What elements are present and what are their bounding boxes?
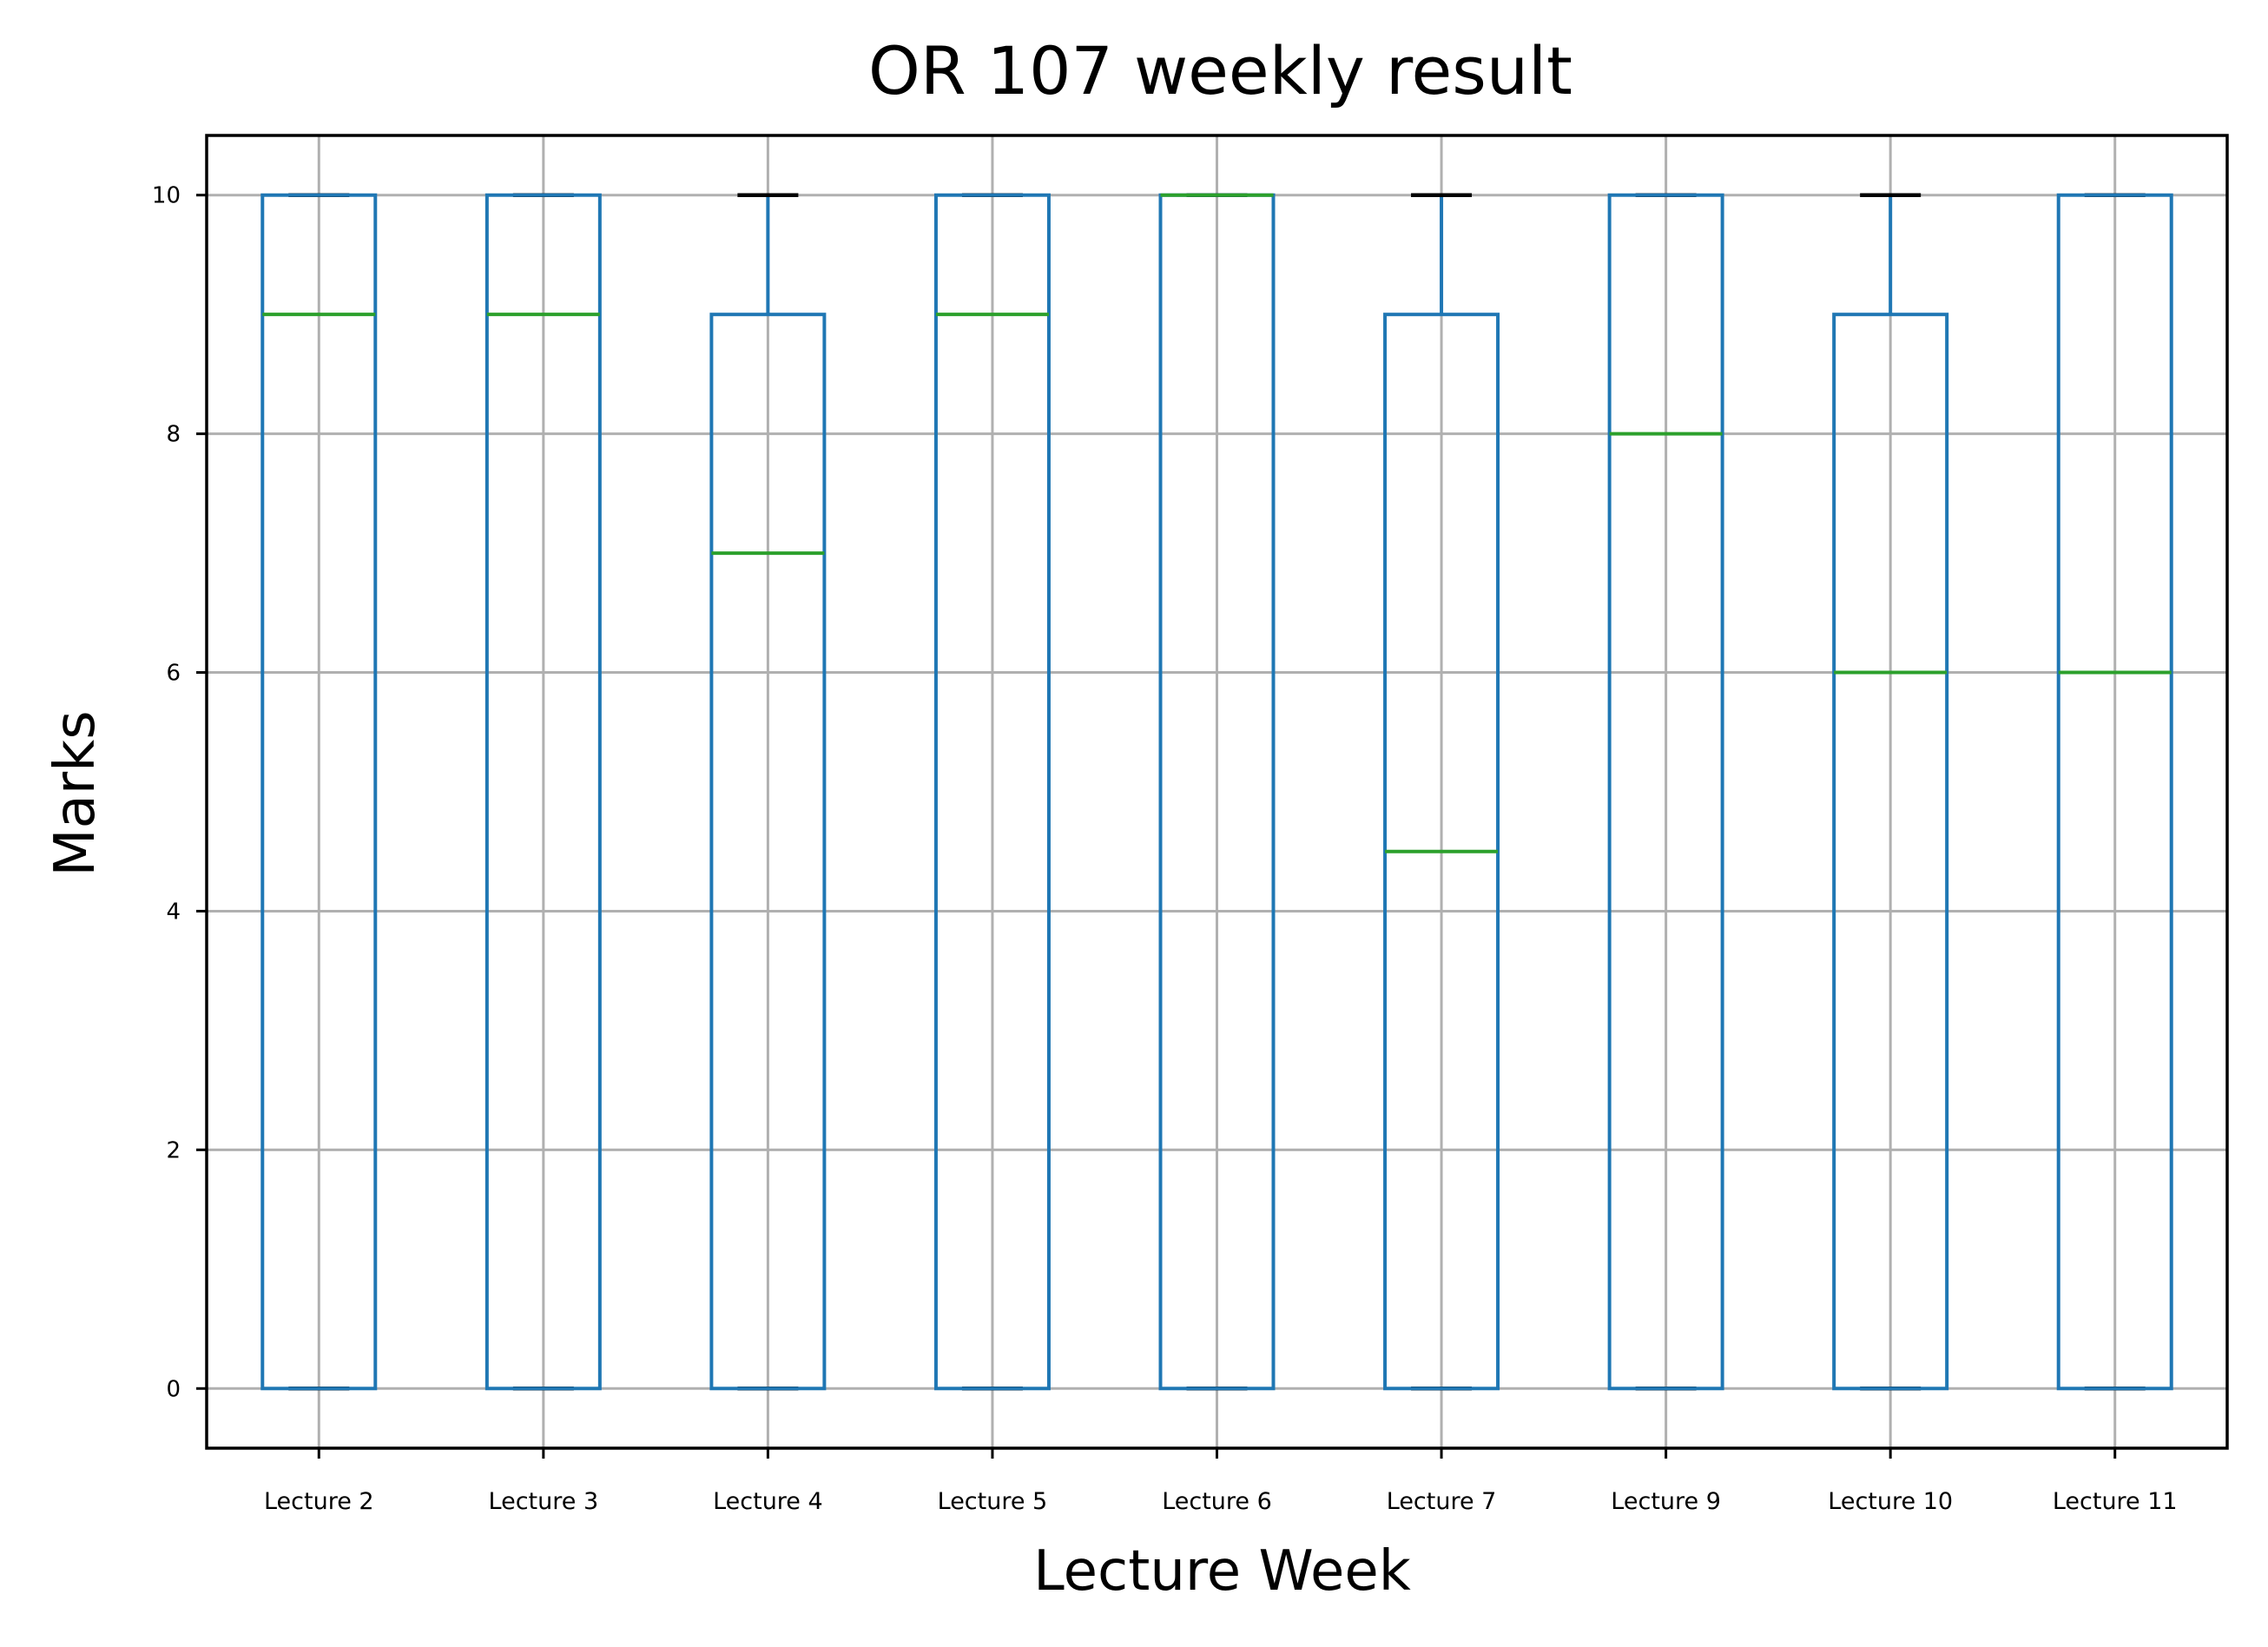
- box-lecture-7: [1383, 193, 1500, 1391]
- box-body: [709, 313, 827, 1391]
- y-axis-label: Marks: [43, 710, 108, 876]
- box-body: [1832, 313, 1949, 1391]
- box-lecture-11: [2056, 193, 2173, 1391]
- chart-title: OR 107 weekly result: [868, 32, 1572, 109]
- box-lecture-4: [709, 193, 827, 1391]
- box-lecture-3: [485, 193, 602, 1391]
- box-body: [933, 193, 1051, 1391]
- box-body: [260, 193, 378, 1391]
- x-tick-label: Lecture 6: [1162, 1488, 1272, 1515]
- box-body: [2056, 193, 2173, 1391]
- y-tick-label: 6: [166, 661, 181, 687]
- box-body: [1607, 193, 1724, 1391]
- ticks: 0 2 4 6 8 10 Lecture 2 Lecture 3 Lecture 4 Lectur…: [152, 183, 2178, 1515]
- box-lecture-10: [1832, 193, 1949, 1391]
- y-tick-label: 8: [166, 422, 181, 448]
- x-tick-label: Lecture 9: [1611, 1488, 1721, 1515]
- y-tick-label: 2: [166, 1137, 181, 1163]
- y-tick-label: 10: [152, 183, 181, 209]
- boxes: [260, 193, 2173, 1391]
- box-lecture-6: [1158, 193, 1276, 1391]
- x-axis-label: Lecture Week: [1033, 1539, 1411, 1604]
- x-tick-label: Lecture 11: [2053, 1488, 2178, 1515]
- x-tick-label: Lecture 4: [713, 1488, 823, 1515]
- x-tick-label: Lecture 3: [489, 1488, 599, 1515]
- box-lecture-5: [933, 193, 1051, 1391]
- box-lecture-9: [1607, 193, 1724, 1391]
- x-tick-label: Lecture 5: [938, 1488, 1048, 1515]
- box-body: [485, 193, 602, 1391]
- y-tick-label: 4: [166, 899, 181, 925]
- x-tick-label: Lecture 2: [264, 1488, 374, 1515]
- box-lecture-2: [260, 193, 378, 1391]
- x-tick-label: Lecture 7: [1387, 1488, 1497, 1515]
- x-tick-label: Lecture 10: [1828, 1488, 1953, 1515]
- y-tick-label: 0: [166, 1376, 181, 1402]
